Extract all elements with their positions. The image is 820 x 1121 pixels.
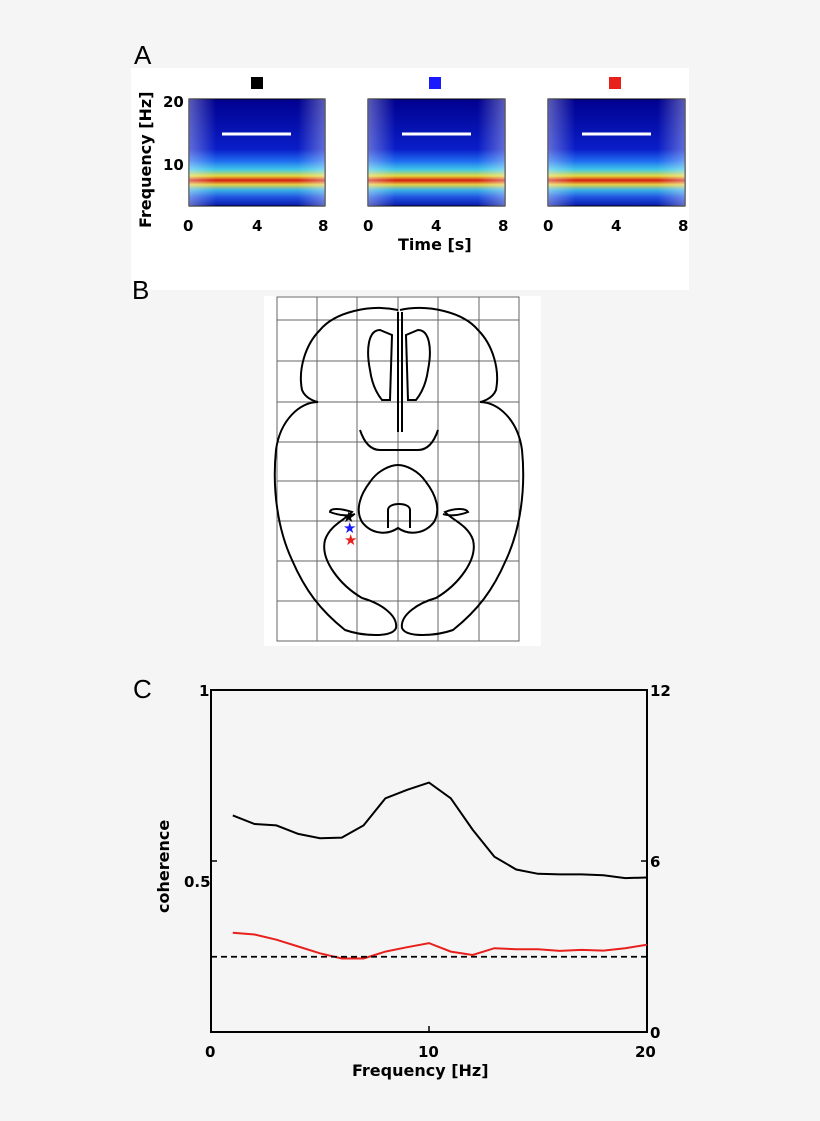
xtick-label: 4 bbox=[611, 217, 621, 235]
spectrogram-blue bbox=[367, 77, 506, 207]
xtick-label: 20 bbox=[635, 1043, 656, 1061]
xtick-label: 8 bbox=[678, 217, 688, 235]
color-marker-black bbox=[251, 77, 263, 89]
color-marker-blue bbox=[429, 77, 441, 89]
panel-a-spectrograms bbox=[188, 77, 686, 207]
brain-grid bbox=[276, 296, 520, 642]
panel-c-xlabel: Frequency [Hz] bbox=[352, 1061, 489, 1080]
xtick-label: 0 bbox=[363, 217, 373, 235]
panel-c-ylabel: coherence bbox=[154, 820, 173, 913]
spectrogram-red bbox=[547, 77, 686, 207]
plot-frame bbox=[210, 689, 648, 1033]
ytick-left-label: 1 bbox=[199, 682, 209, 700]
electrode-markers: ★ ★ ★ bbox=[342, 508, 357, 549]
panel-c-plot bbox=[211, 781, 647, 960]
panel-label-b: B bbox=[132, 275, 149, 305]
xtick-label: 4 bbox=[252, 217, 262, 235]
brain-outline bbox=[273, 307, 525, 636]
color-marker-red bbox=[609, 77, 621, 89]
ytick-label: 10 bbox=[163, 156, 184, 174]
xtick-label: 8 bbox=[498, 217, 508, 235]
panel-a-axes: 20 10 Frequency [Hz] 0 4 8 0 4 8 0 4 8 T… bbox=[136, 91, 688, 254]
panel-a-xlabel: Time [s] bbox=[398, 235, 472, 254]
star-marker-black: ★ bbox=[342, 508, 355, 526]
ytick-right-label: 6 bbox=[650, 853, 660, 871]
series-line-1 bbox=[232, 931, 647, 960]
series-line-0 bbox=[232, 781, 647, 880]
spectrogram-black bbox=[188, 77, 326, 207]
xtick-label: 8 bbox=[318, 217, 328, 235]
xtick-label: 0 bbox=[543, 217, 553, 235]
xtick-label: 4 bbox=[431, 217, 441, 235]
spectrogram-shade bbox=[368, 99, 505, 206]
star-marker-blue: ★ bbox=[343, 519, 356, 537]
xtick-label: 0 bbox=[205, 1043, 215, 1061]
panel-label-a: A bbox=[134, 40, 152, 70]
spectrogram-shade bbox=[548, 99, 685, 206]
ytick-right-label: 0 bbox=[650, 1024, 660, 1042]
panel-c-axes: 1 0.5 12 6 0 0 10 20 Frequency [Hz] cohe… bbox=[154, 682, 671, 1080]
ytick-label: 20 bbox=[163, 93, 184, 111]
panel-label-c: C bbox=[133, 674, 152, 704]
xtick-label: 0 bbox=[183, 217, 193, 235]
star-marker-red: ★ bbox=[344, 531, 357, 549]
panel-a-ylabel: Frequency [Hz] bbox=[136, 91, 155, 228]
ytick-left-label: 0.5 bbox=[184, 873, 211, 891]
spectrogram-shade bbox=[189, 99, 325, 206]
xtick-label: 10 bbox=[418, 1043, 439, 1061]
ytick-right-label: 12 bbox=[650, 682, 671, 700]
